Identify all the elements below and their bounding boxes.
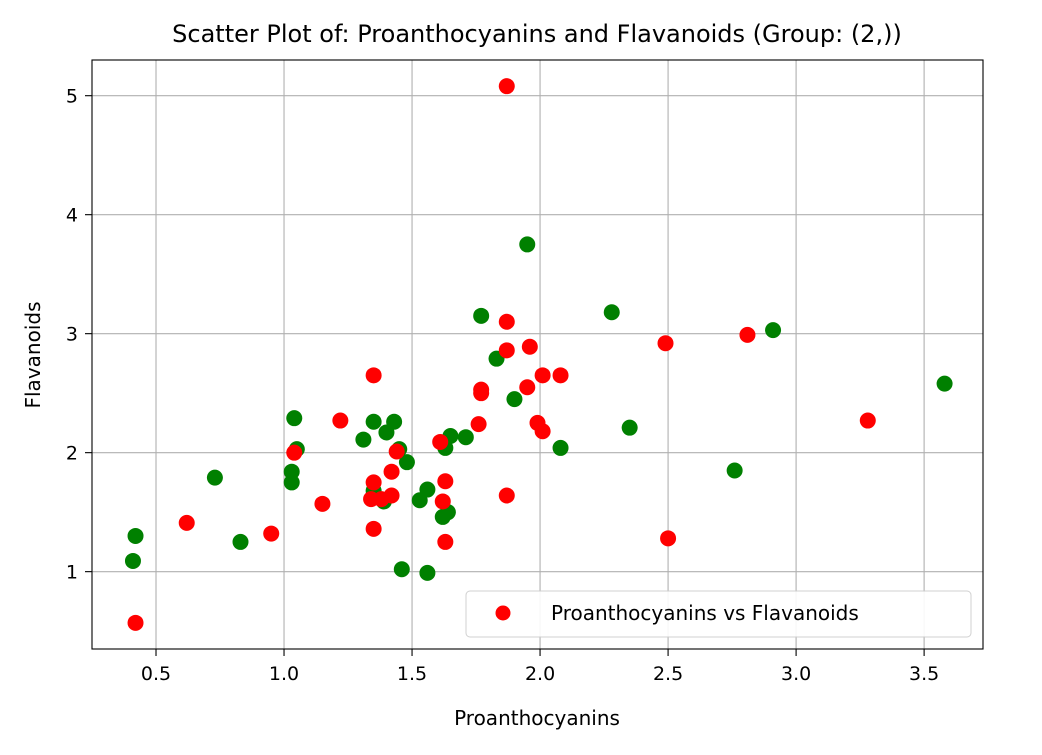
- scatter-point: [473, 385, 490, 402]
- legend-box: [465, 590, 972, 638]
- scatter-point: [660, 530, 677, 547]
- scatter-point: [232, 533, 249, 550]
- scatter-point: [498, 313, 515, 330]
- scatter-point: [498, 342, 515, 359]
- scatter-point: [286, 444, 303, 461]
- chart-title: Scatter Plot of: Proanthocyanins and Fla…: [172, 20, 902, 48]
- y-tick-label: 4: [66, 205, 78, 227]
- x-tick-label: 3.5: [909, 663, 939, 685]
- scatter-point: [398, 454, 415, 471]
- scatter-point: [519, 379, 536, 396]
- legend-marker: [495, 605, 511, 621]
- scatter-point: [506, 391, 523, 408]
- scatter-point: [521, 338, 538, 355]
- scatter-point: [498, 78, 515, 95]
- x-tick-label: 3.0: [781, 663, 811, 685]
- scatter-point: [437, 533, 454, 550]
- scatter-point: [859, 412, 876, 429]
- scatter-point: [470, 416, 487, 433]
- scatter-point: [127, 527, 144, 544]
- scatter-point: [365, 520, 382, 537]
- y-tick-label: 2: [66, 443, 78, 465]
- scatter-point: [365, 413, 382, 430]
- scatter-point: [726, 462, 743, 479]
- scatter-point: [286, 410, 303, 427]
- scatter-point: [657, 335, 674, 352]
- scatter-point: [434, 493, 451, 510]
- scatter-point: [124, 552, 141, 569]
- scatter-point: [127, 614, 144, 631]
- scatter-point: [332, 412, 349, 429]
- scatter-point: [383, 487, 400, 504]
- grid: [92, 60, 983, 649]
- scatter-point: [432, 433, 449, 450]
- scatter-point: [534, 367, 551, 384]
- scatter-point: [178, 514, 195, 531]
- scatter-point: [498, 487, 515, 504]
- scatter-point: [534, 423, 551, 440]
- scatter-point: [388, 443, 405, 460]
- x-tick-label: 2.5: [653, 663, 683, 685]
- scatter-point: [437, 473, 454, 490]
- scatter-point: [739, 326, 756, 343]
- axis-ticks: 0.5 1.0 1.5 2.0 2.5 3.0 3.5 1 2 3 4 5: [66, 86, 939, 685]
- scatter-point: [936, 375, 953, 392]
- scatter-point: [365, 367, 382, 384]
- y-tick-label: 3: [66, 324, 78, 346]
- scatter-point: [206, 469, 223, 486]
- legend: Proanthocyanins vs Flavanoids: [465, 590, 972, 638]
- plot-frame: [91, 59, 984, 650]
- scatter-point: [419, 564, 436, 581]
- y-tick-label: 5: [66, 86, 78, 108]
- scatter-point: [283, 474, 300, 491]
- scatter-point: [263, 525, 280, 542]
- x-axis-label: Proanthocyanins: [454, 706, 620, 730]
- x-tick-label: 1.5: [397, 663, 427, 685]
- x-tick-label: 2.0: [525, 663, 555, 685]
- x-tick-label: 1.0: [269, 663, 299, 685]
- scatter-point: [393, 561, 410, 578]
- scatter-point: [473, 307, 490, 324]
- scatter-point: [314, 495, 331, 512]
- scatter-point: [386, 413, 403, 430]
- scatter-point: [365, 474, 382, 491]
- scatter-point: [765, 322, 782, 339]
- x-tick-label: 0.5: [141, 663, 171, 685]
- y-axis-label: Flavanoids: [21, 302, 45, 409]
- scatter-point: [519, 236, 536, 253]
- data-points: [124, 78, 953, 631]
- scatter-point: [457, 429, 474, 446]
- y-tick-label: 1: [66, 562, 78, 584]
- scatter-point: [552, 439, 569, 456]
- scatter-point: [603, 304, 620, 321]
- scatter-point: [552, 367, 569, 384]
- legend-label: Proanthocyanins vs Flavanoids: [551, 601, 859, 625]
- scatter-point: [419, 481, 436, 498]
- scatter-point: [383, 463, 400, 480]
- scatter-point: [621, 419, 638, 436]
- scatter-point: [355, 431, 372, 448]
